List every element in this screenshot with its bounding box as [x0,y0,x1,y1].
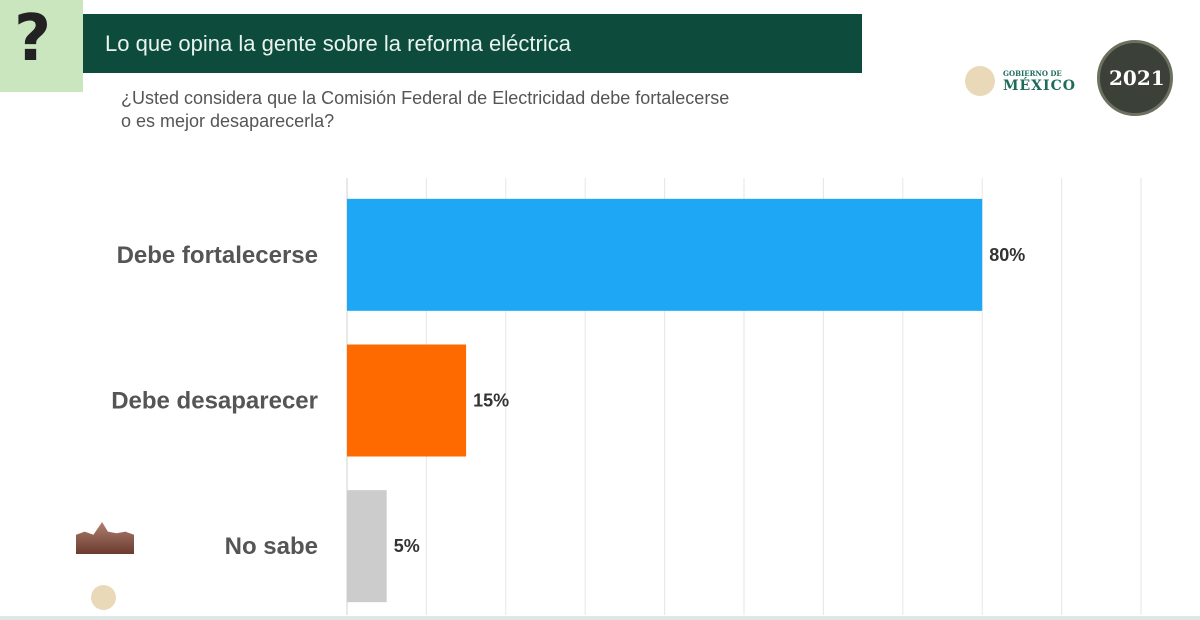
bar-1 [347,344,467,457]
question-badge: ? [0,0,83,92]
title-banner: Lo que opina la gente sobre la reforma e… [83,14,862,73]
mexico-2021-logo: 2021 [1097,40,1173,116]
logo-text-big: MÉXICO [1003,78,1076,94]
data-label: 5% [394,536,420,556]
category-label: Debe desaparecer [111,388,318,415]
national-seal-icon [965,66,995,96]
bar-0 [347,198,983,311]
seal-icon [91,585,116,610]
logo-text-small: GOBIERNO DE [1003,69,1062,78]
data-label: 15% [473,391,509,411]
page-title: Lo que opina la gente sobre la reforma e… [105,31,571,56]
bar-2 [347,490,387,603]
footer-line [0,616,1200,620]
question-mark-icon: ? [14,2,52,76]
chart-question: ¿Usted considera que la Comisión Federal… [121,88,730,131]
logo-year: 2021 [1109,66,1165,90]
data-label: 80% [989,245,1025,265]
category-label: Debe fortalecerse [117,242,318,269]
category-label: No sabe [225,533,318,560]
